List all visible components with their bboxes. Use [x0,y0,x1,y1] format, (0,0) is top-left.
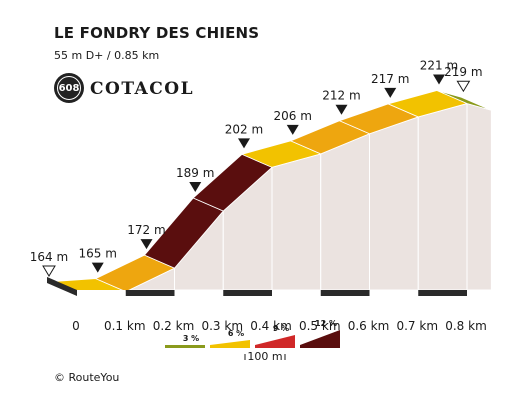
x-axis-labels: 0 0.1 km 0.2 km 0.3 km 0.4 km 0.5 km 0.6 km 0.7… [72,319,487,333]
profile-markers [42,74,471,277]
x-axis-tick-label: 0.5 km [299,319,341,333]
ground-bar-segment [272,290,321,296]
elevation-labels: 164 m 165 m 172 m 189 m 202 m 206 m 212 m 217 m… [30,58,483,264]
elevation-marker-icon [238,138,250,149]
legend-gradient-label: 9 % [273,324,289,333]
brand-logo: COTACOL [90,79,195,99]
ground-bar-segment [418,290,467,296]
elevation-marker-icon [384,87,397,98]
elevation-marker-icon [286,124,299,135]
x-axis-tick-label: 0.3 km [201,319,243,333]
elevation-marker-icon [189,182,202,192]
profile-side-segment [369,116,419,291]
profile-top-faces [46,90,492,296]
legend-gradient-swatch [300,330,340,348]
legend-gradient-swatch [255,335,295,348]
elevation-label: 189 m [176,166,214,180]
elevation-marker-icon [335,104,348,115]
profile-ground-bars [47,277,492,296]
elevation-label: 217 m [371,72,409,86]
profile-side-faces [47,102,492,296]
copyright: © RouteYou [54,371,119,384]
profile-side-segment [417,102,468,291]
elevation-label: 206 m [274,109,312,123]
elevation-marker-icon [140,239,153,250]
elevation-label: 164 m [30,250,68,264]
elevation-label: 202 m [225,122,263,136]
climb-summary: 55 m D+ / 0.85 km [54,49,160,62]
elevation-label: 212 m [322,89,360,103]
ground-bar-segment [223,290,272,296]
legend-gradient-swatch [165,345,205,348]
profile-top-segment [436,90,492,111]
elevation-label: 221 m [420,58,458,72]
profile-side-segment [320,132,370,291]
ground-bar-segment [369,290,419,296]
elevation-label: 219 m [444,65,482,79]
gradient-legend: 3 % 6 % 9 % 12 % 100 m [165,319,340,363]
legend-gradient-label: 12 % [315,319,337,328]
elevation-marker-icon [91,262,104,273]
page-title: LE FONDRY DES CHIENS [54,24,260,42]
elevation-label: 172 m [127,223,165,237]
x-axis-tick-label: 0.2 km [153,319,195,333]
endpoint-marker-icon [42,265,56,277]
x-axis-tick-label: 0.4 km [250,319,292,333]
x-axis-tick-label: 0 [72,319,80,333]
scale-bar-label: 100 m [247,350,282,363]
profile-side-segment [271,153,322,291]
x-axis-tick-label: 0.7 km [396,319,438,333]
climb-number-badge: 608 [54,73,84,103]
x-axis-tick-label: 0.1 km [104,319,146,333]
x-axis-tick-label: 0.8 km [445,319,487,333]
x-axis-tick-label: 0.6 km [348,319,390,333]
ground-left-edge [47,277,77,296]
profile-side-segment [466,102,492,291]
legend-gradient-swatch [210,340,250,348]
legend-gradient-label: 6 % [228,329,244,338]
ground-bar-segment [174,290,224,296]
ground-bar-segment [320,290,370,296]
badge-ring [57,76,81,100]
elevation-marker-icon [433,74,445,85]
endpoint-marker-icon [456,80,471,93]
elevation-label: 165 m [79,247,117,261]
ground-bar-segment [467,290,492,296]
ground-bar-segment [77,290,126,296]
copyright-symbol: © [54,371,65,384]
ground-bar-segment [125,290,175,296]
legend-gradient-label: 3 % [183,334,199,343]
copyright-text: RouteYou [68,371,120,384]
